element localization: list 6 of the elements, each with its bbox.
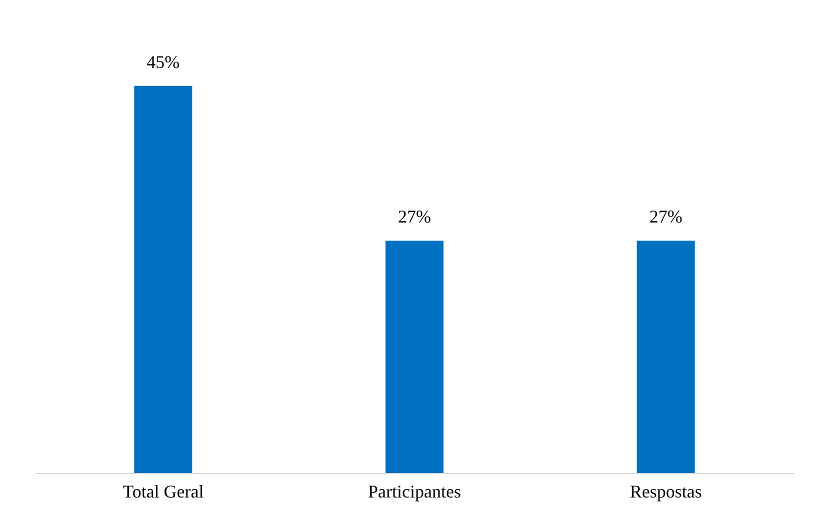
data-label: 45% xyxy=(146,52,180,72)
data-label: 27% xyxy=(649,206,682,227)
x-tick-label: Participantes xyxy=(368,482,461,502)
x-tick-label: Respostas xyxy=(630,482,702,502)
data-label: 27% xyxy=(398,206,431,227)
x-tick-label: Total Geral xyxy=(122,482,204,502)
